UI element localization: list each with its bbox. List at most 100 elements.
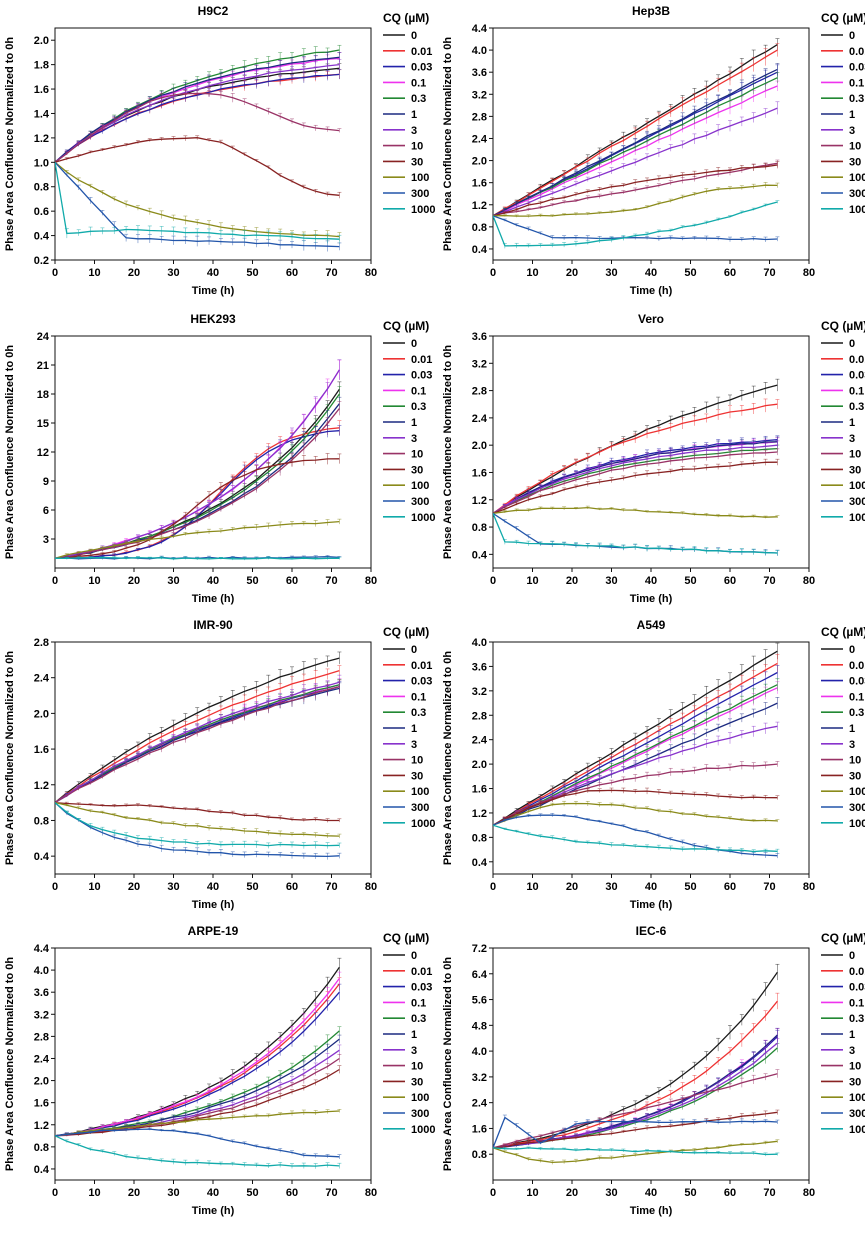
x-tick-label: 10 [88,1187,100,1199]
y-tick-label: 1.6 [472,784,487,796]
y-tick-label: 24 [37,331,50,343]
series-line-3 [55,370,339,559]
x-tick-label: 0 [490,881,496,893]
x-tick-label: 10 [526,1187,538,1199]
legend-label: 0.01 [411,354,432,366]
series-group [493,379,779,556]
x-tick-label: 0 [52,267,58,279]
legend-label: 0.3 [411,1013,426,1025]
y-tick-label: 1.6 [472,178,487,190]
legend-label: 0.3 [411,707,426,719]
y-axis-label: Phase Area Confluence Normalized to 0h [4,651,16,865]
x-tick-label: 20 [128,1187,140,1199]
series-line-30 [493,462,777,513]
y-tick-label: 0.2 [34,255,49,267]
x-tick-label: 30 [605,267,617,279]
legend-label: 10 [849,755,861,767]
y-tick-label: 2.8 [472,111,487,123]
y-tick-label: 3.2 [472,89,487,101]
legend-label: 100 [411,1092,429,1104]
x-tick-label: 80 [803,267,815,279]
x-tick-label: 60 [286,267,298,279]
y-tick-label: 2.0 [34,708,49,720]
y-tick-label: 18 [37,389,49,401]
plot-frame [55,642,371,874]
x-tick-label: 70 [763,1187,775,1199]
legend-label: 0 [411,30,417,42]
x-tick-label: 50 [246,1187,258,1199]
y-tick-label: 3.6 [472,67,487,79]
y-tick-label: 2.4 [472,1098,488,1110]
legend-title: CQ (µM) [821,625,865,639]
legend-label: 10 [411,141,423,153]
x-tick-label: 20 [128,575,140,587]
legend-label: 0.01 [411,966,432,978]
legend-label: 0.1 [411,997,426,1009]
chart-title: IEC-6 [636,924,667,938]
series-line-100 [55,522,339,559]
legend-label: 1000 [411,204,435,216]
legend-title: CQ (µM) [383,319,429,333]
plot-frame [493,948,809,1180]
series-group [55,45,341,251]
legend-label: 3 [411,1045,417,1057]
legend-label: 0.01 [849,660,865,672]
x-axis-label: Time (h) [192,285,235,297]
legend-label: 0 [849,644,855,656]
series-line-0.3 [55,50,339,162]
y-tick-label: 0.8 [34,182,49,194]
legend-title: CQ (µM) [821,319,865,333]
x-tick-label: 60 [286,575,298,587]
legend-label: 0.3 [411,93,426,105]
x-tick-label: 80 [803,1187,815,1199]
x-tick-label: 10 [526,575,538,587]
series-group [493,964,779,1164]
y-tick-label: 6.4 [472,969,488,981]
legend-label: 10 [849,141,861,153]
y-tick-label: 2.8 [34,1031,49,1043]
x-tick-label: 10 [526,881,538,893]
legend-label: 30 [411,156,423,168]
series-group [55,652,341,860]
x-tick-label: 50 [684,575,696,587]
x-tick-label: 40 [645,575,657,587]
x-tick-label: 70 [763,267,775,279]
x-tick-label: 70 [325,267,337,279]
legend-label: 1 [411,109,417,121]
legend-label: 0.1 [411,385,426,397]
x-tick-label: 20 [128,881,140,893]
legend-label: 0.1 [411,77,426,89]
legend-label: 1000 [411,512,435,524]
x-axis-label: Time (h) [630,593,673,605]
x-tick-label: 60 [724,267,736,279]
y-tick-label: 0.8 [472,522,487,534]
y-tick-label: 2.4 [34,1053,50,1065]
legend-label: 1 [849,417,855,429]
y-tick-label: 2.4 [472,133,488,145]
series-line-0.3 [493,1048,777,1148]
series-line-10 [55,93,339,162]
legend-label: 0 [411,644,417,656]
y-tick-label: 2.0 [34,1076,49,1088]
y-tick-label: 2.0 [472,759,487,771]
y-tick-label: 1.8 [34,60,49,72]
x-tick-label: 10 [526,267,538,279]
series-line-0.01 [55,671,339,803]
x-tick-label: 80 [365,575,377,587]
x-tick-label: 0 [490,1187,496,1199]
x-tick-label: 70 [763,881,775,893]
x-tick-label: 60 [286,881,298,893]
x-tick-label: 80 [365,1187,377,1199]
legend-title: CQ (µM) [383,625,429,639]
series-line-3 [55,682,339,802]
x-tick-label: 40 [207,575,219,587]
legend-label: 0.03 [849,62,865,74]
y-tick-label: 1.6 [34,84,49,96]
x-axis-label: Time (h) [630,899,673,911]
legend-label: 100 [849,172,865,184]
legend-label: 30 [411,1076,423,1088]
y-tick-label: 0.8 [34,815,49,827]
x-tick-label: 40 [645,1187,657,1199]
y-tick-label: 3.2 [34,1009,49,1021]
y-tick-label: 21 [37,360,49,372]
